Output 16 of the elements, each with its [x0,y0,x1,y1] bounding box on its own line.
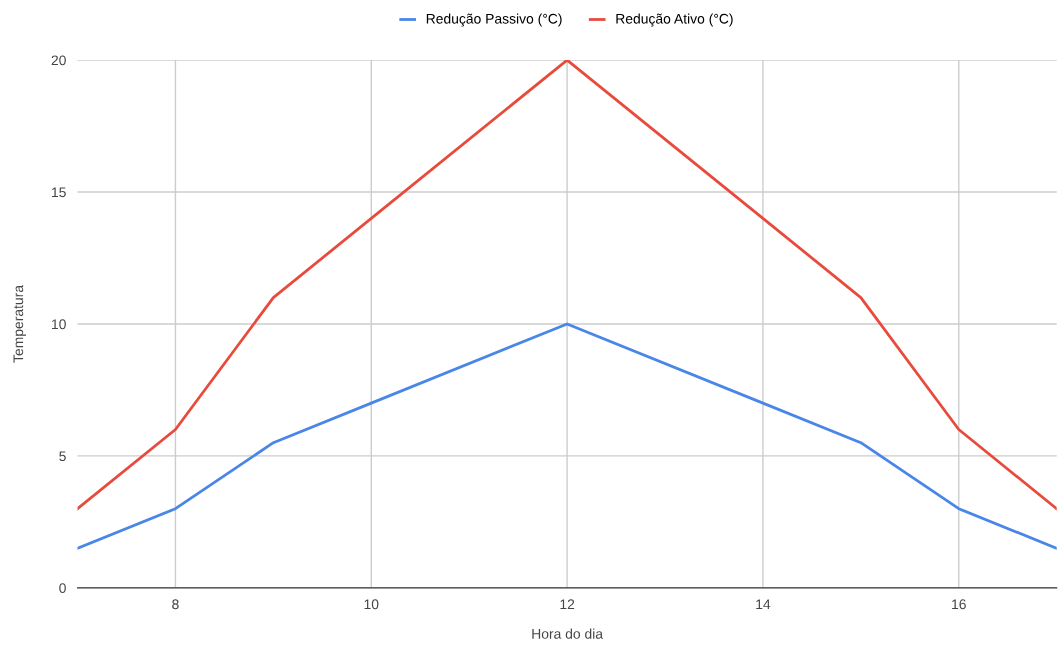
y-tick-label: 0 [59,583,66,594]
x-tick-label: 14 [756,599,771,610]
legend-label: Redução Passivo (°C) [426,13,562,27]
y-tick-label: 15 [52,187,66,198]
y-tick-label: 5 [59,451,66,462]
line-series [77,60,1057,511]
y-tick-label: 20 [51,55,66,66]
x-tick-label: 10 [364,599,379,610]
x-tick-label: 12 [560,599,575,610]
line-series [77,322,1057,550]
x-tick-label: 16 [952,599,966,610]
x-tick-label: 8 [172,599,179,610]
y-axis-title: Temperatura [13,284,26,363]
y-tick-label: 10 [52,319,66,330]
legend-label: Redução Ativo (°C) [616,13,733,27]
x-axis-title: Hora do dia [532,628,604,639]
